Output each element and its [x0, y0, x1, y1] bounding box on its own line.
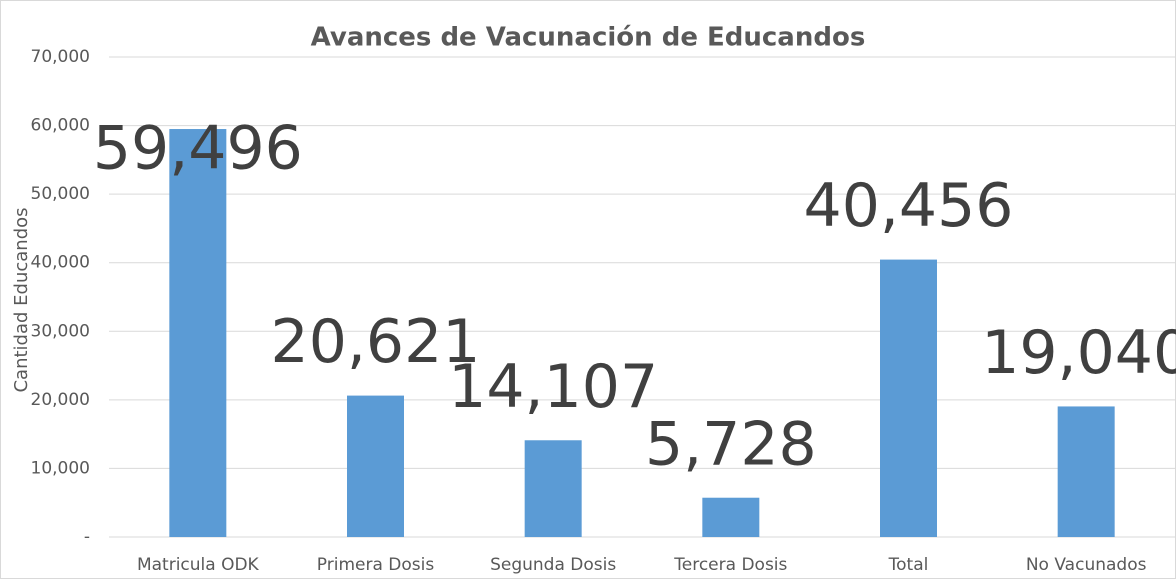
data-label: 5,728 [645, 409, 817, 479]
y-tick-label: 20,000 [31, 390, 90, 410]
data-label: 19,040 [981, 318, 1176, 388]
x-tick-label: No Vacunados [1026, 555, 1147, 575]
x-tick-label: Total [888, 555, 929, 575]
data-label: 20,621 [271, 307, 481, 377]
data-label: 40,456 [804, 171, 1014, 241]
bar [169, 129, 227, 537]
y-tick-label: - [84, 527, 90, 547]
x-tick-label: Segunda Dosis [490, 555, 616, 575]
x-tick-label: Tercera Dosis [673, 555, 787, 575]
data-label: 14,107 [448, 352, 658, 422]
y-axis-title: Cantidad Educandos [11, 207, 32, 392]
bar [880, 259, 937, 537]
x-tick-label: Primera Dosis [317, 555, 435, 575]
y-tick-label: 40,000 [31, 253, 90, 273]
y-tick-label: 30,000 [31, 321, 90, 341]
x-tick-label: Matricula ODK [137, 555, 260, 575]
bar [702, 497, 760, 537]
y-tick-label: 60,000 [31, 116, 90, 136]
y-tick-label: 50,000 [31, 184, 90, 204]
y-tick-label: 10,000 [31, 458, 90, 478]
chart-title: Avances de Vacunación de Educandos [311, 23, 866, 53]
bar [524, 440, 582, 537]
bar [347, 395, 404, 537]
bar [1057, 406, 1115, 537]
y-tick-label: 70,000 [31, 47, 90, 67]
data-label: 59,496 [93, 114, 303, 184]
